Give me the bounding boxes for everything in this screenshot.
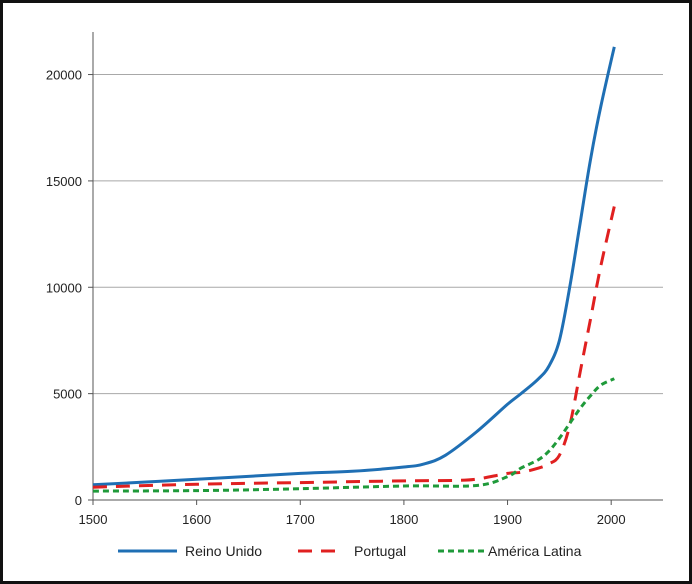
series-lines bbox=[92, 46, 616, 493]
y-tick-label: 10000 bbox=[46, 280, 82, 295]
x-tick-label: 1900 bbox=[493, 512, 522, 527]
axes bbox=[88, 32, 663, 505]
x-tick-label: 2000 bbox=[597, 512, 626, 527]
legend-label: Portugal bbox=[354, 543, 406, 559]
x-tick-label: 1700 bbox=[286, 512, 315, 527]
series-line-reino-unido bbox=[92, 46, 616, 487]
legend-label: Reino Unido bbox=[185, 543, 262, 559]
y-tick-label: 20000 bbox=[46, 68, 82, 83]
legend-item-portugal: Portugal bbox=[298, 543, 406, 559]
y-tick-label: 5000 bbox=[53, 387, 82, 402]
x-tick-label: 1500 bbox=[79, 512, 108, 527]
series-line-portugal bbox=[92, 206, 616, 489]
legend-label: América Latina bbox=[488, 543, 582, 559]
y-tick-label: 0 bbox=[75, 493, 82, 508]
x-tick-label: 1600 bbox=[182, 512, 211, 527]
legend: Reino Unido Portugal América Latina bbox=[118, 543, 582, 559]
legend-item-reino-unido: Reino Unido bbox=[118, 543, 262, 559]
legend-item-america-latina: América Latina bbox=[438, 543, 582, 559]
y-tick-label: 15000 bbox=[46, 174, 82, 189]
x-tick-labels: 1500 1600 1700 1800 1900 2000 bbox=[79, 512, 626, 527]
y-tick-labels: 0 5000 10000 15000 20000 bbox=[46, 68, 82, 508]
series-line-america-latina bbox=[92, 377, 615, 493]
gridlines bbox=[93, 74, 663, 395]
x-tick-label: 1800 bbox=[389, 512, 418, 527]
